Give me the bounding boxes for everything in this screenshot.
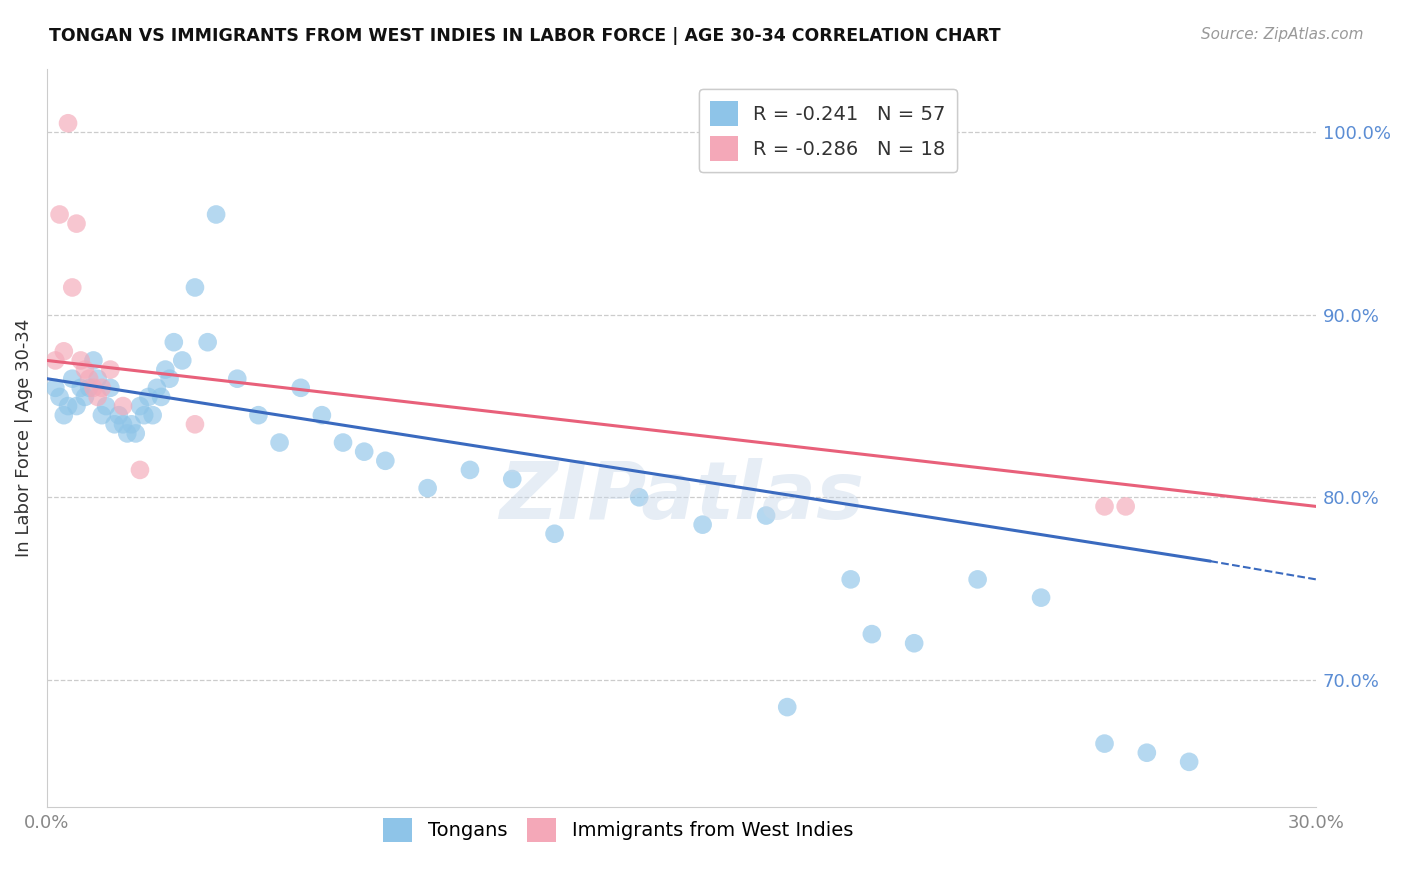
- Point: [290, 381, 312, 395]
- Point: [353, 444, 375, 458]
- Point: [197, 335, 219, 350]
- Point: [69, 353, 91, 368]
- Point: [332, 435, 354, 450]
- Point: [247, 408, 270, 422]
- Point: [226, 372, 249, 386]
- Text: Source: ZipAtlas.com: Source: ZipAtlas.com: [1201, 27, 1364, 42]
- Point: [1115, 500, 1137, 514]
- Point: [125, 426, 148, 441]
- Point: [82, 381, 104, 395]
- Point: [60, 280, 83, 294]
- Point: [44, 381, 66, 395]
- Point: [65, 399, 87, 413]
- Point: [776, 700, 799, 714]
- Point: [86, 372, 108, 386]
- Point: [311, 408, 333, 422]
- Point: [73, 390, 96, 404]
- Point: [172, 353, 194, 368]
- Point: [184, 417, 207, 432]
- Point: [839, 573, 862, 587]
- Point: [159, 372, 181, 386]
- Point: [77, 381, 100, 395]
- Point: [163, 335, 186, 350]
- Text: ZIPatlas: ZIPatlas: [499, 458, 863, 536]
- Point: [103, 417, 125, 432]
- Point: [458, 463, 481, 477]
- Point: [90, 408, 112, 422]
- Point: [416, 481, 439, 495]
- Point: [150, 390, 173, 404]
- Point: [52, 408, 75, 422]
- Point: [60, 372, 83, 386]
- Point: [138, 390, 160, 404]
- Point: [134, 408, 156, 422]
- Point: [543, 526, 565, 541]
- Point: [73, 362, 96, 376]
- Point: [44, 353, 66, 368]
- Point: [48, 390, 70, 404]
- Point: [146, 381, 169, 395]
- Point: [269, 435, 291, 450]
- Point: [860, 627, 883, 641]
- Point: [142, 408, 165, 422]
- Point: [117, 426, 139, 441]
- Point: [129, 399, 152, 413]
- Point: [1029, 591, 1052, 605]
- Point: [82, 353, 104, 368]
- Point: [108, 408, 131, 422]
- Point: [86, 390, 108, 404]
- Point: [65, 217, 87, 231]
- Point: [69, 381, 91, 395]
- Point: [903, 636, 925, 650]
- Point: [52, 344, 75, 359]
- Point: [501, 472, 523, 486]
- Point: [129, 463, 152, 477]
- Point: [94, 399, 117, 413]
- Point: [112, 399, 135, 413]
- Legend: R = -0.241   N = 57, R = -0.286   N = 18: R = -0.241 N = 57, R = -0.286 N = 18: [699, 89, 957, 172]
- Point: [77, 372, 100, 386]
- Point: [1178, 755, 1201, 769]
- Point: [628, 490, 651, 504]
- Point: [90, 381, 112, 395]
- Point: [155, 362, 177, 376]
- Point: [1136, 746, 1159, 760]
- Point: [121, 417, 143, 432]
- Text: TONGAN VS IMMIGRANTS FROM WEST INDIES IN LABOR FORCE | AGE 30-34 CORRELATION CHA: TONGAN VS IMMIGRANTS FROM WEST INDIES IN…: [49, 27, 1001, 45]
- Point: [56, 116, 79, 130]
- Point: [48, 207, 70, 221]
- Point: [966, 573, 988, 587]
- Point: [112, 417, 135, 432]
- Point: [98, 362, 121, 376]
- Point: [755, 508, 778, 523]
- Point: [205, 207, 228, 221]
- Point: [692, 517, 714, 532]
- Y-axis label: In Labor Force | Age 30-34: In Labor Force | Age 30-34: [15, 318, 32, 558]
- Point: [56, 399, 79, 413]
- Point: [98, 381, 121, 395]
- Point: [1094, 737, 1116, 751]
- Point: [1094, 500, 1116, 514]
- Point: [374, 454, 396, 468]
- Point: [184, 280, 207, 294]
